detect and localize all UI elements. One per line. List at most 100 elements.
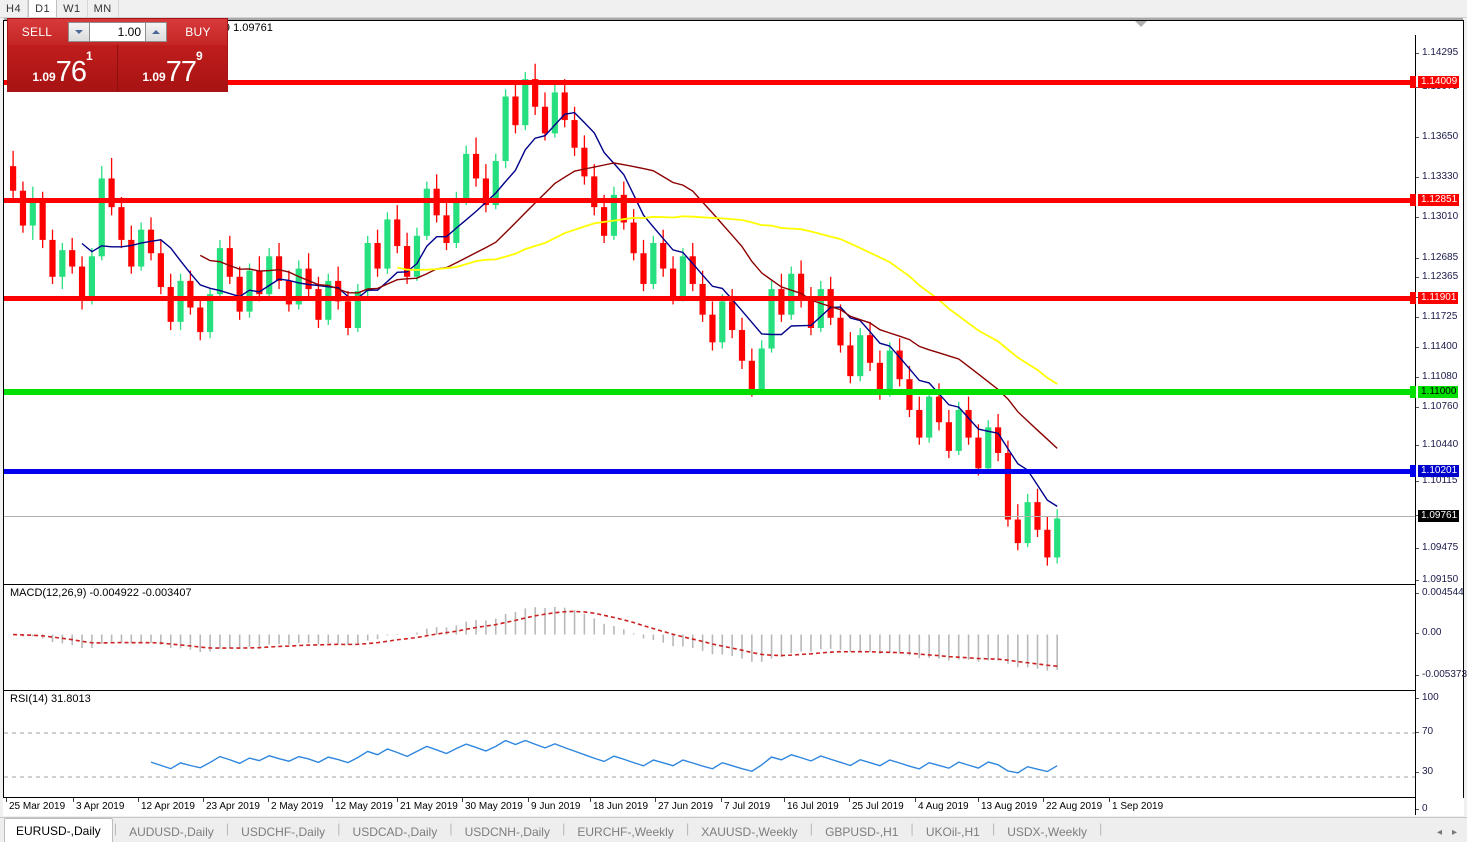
tab-scroll-right-icon[interactable]: ▸ (1451, 827, 1457, 838)
volume-increment-button[interactable] (145, 22, 167, 42)
chart-tab-bar: EURUSD-,Daily | AUDUSD-,Daily | USDCHF-,Dail… (0, 817, 1467, 842)
price-scale[interactable]: 1.142951.139751.136501.133301.130101.126… (1410, 35, 1467, 815)
date-tick-label: 25 Jul 2019 (852, 801, 904, 812)
date-tick-mark (978, 798, 979, 802)
tab-separator: | (449, 821, 453, 836)
date-tick-label: 9 Jun 2019 (531, 801, 581, 812)
chart-tab-usdx-weekly[interactable]: USDX-,Weekly (1007, 824, 1088, 839)
macd-pane[interactable]: MACD(12,26,9) -0.004922 -0.003407 (4, 584, 1416, 689)
tick-mark (1416, 593, 1419, 594)
trade-panel-header: SELL 1.00 BUY (8, 19, 227, 45)
timeframe-d1[interactable]: D1 (28, 0, 58, 17)
timeframe-h4-label: H4 (6, 2, 22, 15)
date-tick-label: 21 May 2019 (400, 801, 458, 812)
tab-separator: | (910, 821, 914, 836)
volume-decrement-button[interactable] (68, 22, 90, 42)
date-tick-label: 12 May 2019 (335, 801, 393, 812)
timeframe-d1-label: D1 (35, 2, 51, 15)
horizontal-level-line[interactable] (4, 516, 1416, 517)
tab-nav-buttons: ◂ ▸ (1437, 827, 1467, 838)
date-tick-mark (332, 798, 333, 802)
price-level-tag-arrow (1410, 386, 1416, 398)
chart-tab-eurusd-daily[interactable]: EURUSD-,Daily (4, 818, 113, 842)
buy-price-prefix: 1.09 (142, 70, 166, 84)
chart-tab-gbpusd-h1[interactable]: GBPUSD-,H1 (825, 824, 899, 839)
date-tick-label: 2 May 2019 (271, 801, 324, 812)
tick-mark (1416, 445, 1419, 446)
tab-separator: | (685, 821, 690, 836)
horizontal-level-line[interactable] (4, 296, 1416, 301)
tick-mark (1416, 698, 1419, 699)
horizontal-level-line[interactable] (4, 80, 1416, 85)
tick-label: 30 (1422, 766, 1434, 777)
price-pane[interactable] (4, 35, 1416, 580)
tick-mark (1416, 809, 1419, 810)
tick-mark (1416, 772, 1419, 773)
toolbar-filler (119, 0, 1467, 17)
tick-mark (1416, 217, 1419, 218)
chart-tab-usdcnh-daily[interactable]: USDCNH-,Daily (464, 824, 550, 839)
volume-input[interactable]: 1.00 (90, 22, 145, 42)
timeframe-mn-label: MN (93, 2, 112, 15)
tick-mark (1416, 675, 1419, 676)
horizontal-level-line[interactable] (4, 469, 1416, 474)
sell-price[interactable]: 1.09 76 1 (8, 45, 117, 91)
timeframe-w1[interactable]: W1 (57, 0, 88, 17)
date-tick-mark (268, 798, 269, 802)
sell-button[interactable]: SELL (8, 19, 66, 45)
chart-tab-xauusd-weekly[interactable]: XAUUSD-,Weekly (701, 824, 798, 839)
chart-tab-eurchf-weekly[interactable]: EURCHF-,Weekly (577, 824, 674, 839)
price-level-tag[interactable]: 1.14009 (1418, 76, 1460, 88)
timeframe-h4[interactable]: H4 (0, 0, 29, 17)
chevron-down-icon (75, 30, 83, 34)
date-tick-mark (1109, 798, 1110, 802)
price-level-tag[interactable]: 1.12851 (1418, 194, 1460, 206)
volume-value: 1.00 (117, 25, 141, 39)
rsi-pane[interactable]: RSI(14) 31.8013 (4, 690, 1416, 815)
rsi-label: RSI(14) 31.8013 (10, 693, 91, 705)
one-click-trading-panel[interactable]: SELL 1.00 BUY 1.09 76 1 1.09 77 (7, 18, 228, 92)
tick-label: 1.11080 (1422, 371, 1458, 382)
horizontal-level-line[interactable] (4, 389, 1416, 395)
price-level-tag[interactable]: 1.09761 (1418, 510, 1460, 522)
tab-separator: | (337, 821, 341, 836)
price-level-tag[interactable]: 1.10201 (1418, 465, 1460, 477)
tab-separator: | (1099, 821, 1103, 836)
volume-stepper[interactable]: 1.00 (68, 22, 167, 42)
sell-price-big: 76 (55, 56, 87, 88)
tick-mark (1416, 481, 1419, 482)
chart-scroll-marker-icon[interactable] (1135, 21, 1147, 27)
trade-panel-prices: 1.09 76 1 1.09 77 9 (8, 45, 227, 91)
tab-scroll-left-icon[interactable]: ◂ (1436, 827, 1442, 838)
date-tick-mark (1043, 798, 1044, 802)
date-tick-mark (590, 798, 591, 802)
price-level-tag[interactable]: 1.11000 (1418, 386, 1459, 398)
sell-price-prefix: 1.09 (32, 70, 56, 84)
chart-canvas[interactable]: EURUSD-,Daily 1.09716 1.09791 1.09709 1.… (3, 18, 1467, 816)
timeframe-mn[interactable]: MN (88, 0, 119, 17)
date-tick-mark (73, 798, 74, 802)
tick-label: 0.004544 (1422, 587, 1464, 598)
candlestick-plot (10, 63, 1061, 566)
date-tick-mark (784, 798, 785, 802)
price-level-tag[interactable]: 1.11901 (1418, 292, 1459, 304)
date-tick-mark (849, 798, 850, 802)
tick-label: 1.13330 (1422, 171, 1459, 182)
buy-price[interactable]: 1.09 77 9 (117, 45, 227, 91)
date-tick-mark (138, 798, 139, 802)
chart-tab-usdchf-daily[interactable]: USDCHF-,Daily (241, 824, 326, 839)
tick-mark (1416, 515, 1419, 516)
tick-label: 70 (1422, 726, 1434, 737)
date-tick-label: 27 Jun 2019 (658, 801, 714, 812)
date-tick-mark (915, 798, 916, 802)
chart-tab-ukoil-h1[interactable]: UKOil-,H1 (925, 824, 980, 839)
chart-tab-audusd-daily[interactable]: AUDUSD-,Daily (129, 824, 214, 839)
horizontal-level-line[interactable] (4, 198, 1416, 203)
date-tick-label: 7 Jul 2019 (724, 801, 771, 812)
timeframe-toolbar: H4 D1 W1 MN (0, 0, 1467, 18)
chart-tab-usdcad-daily[interactable]: USDCAD-,Daily (352, 824, 438, 839)
buy-button[interactable]: BUY (169, 19, 227, 45)
tick-label: 1.10115 (1422, 475, 1458, 486)
date-tick-label: 30 May 2019 (465, 801, 523, 812)
